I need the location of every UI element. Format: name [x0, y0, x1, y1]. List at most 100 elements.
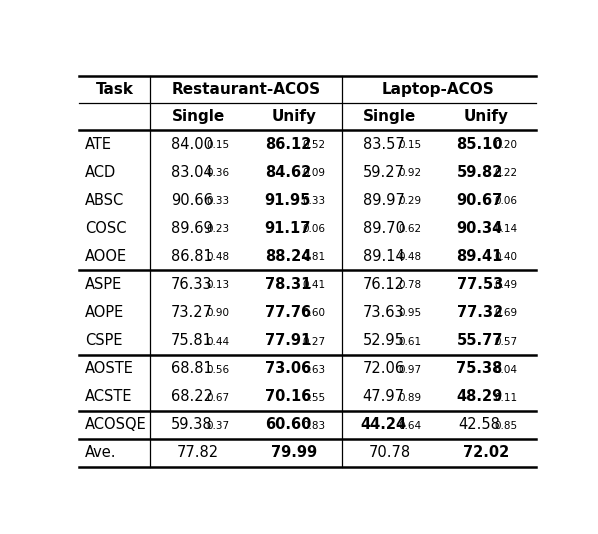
Text: 86.81: 86.81 [171, 249, 213, 264]
Text: 0.83: 0.83 [303, 421, 325, 431]
Text: 0.61: 0.61 [398, 336, 422, 347]
Text: 0.97: 0.97 [398, 365, 422, 374]
Text: Unify: Unify [463, 109, 508, 124]
Text: 89.97: 89.97 [363, 193, 405, 208]
Text: 47.97: 47.97 [363, 389, 405, 404]
Text: 59.38: 59.38 [171, 418, 213, 433]
Text: 90.34: 90.34 [456, 221, 503, 236]
Text: 76.12: 76.12 [363, 277, 405, 292]
Text: 70.16: 70.16 [265, 389, 311, 404]
Text: 0.85: 0.85 [494, 421, 517, 431]
Text: 0.15: 0.15 [398, 140, 422, 150]
Text: ACSTE: ACSTE [85, 389, 132, 404]
Text: 91.17: 91.17 [265, 221, 311, 236]
Text: 0.27: 0.27 [303, 336, 325, 347]
Text: 0.06: 0.06 [303, 224, 325, 234]
Text: 84.00: 84.00 [171, 137, 213, 152]
Text: 77.76: 77.76 [265, 305, 311, 320]
Text: 75.81: 75.81 [171, 333, 213, 348]
Text: 0.64: 0.64 [398, 421, 422, 431]
Text: 59.27: 59.27 [363, 164, 405, 180]
Text: 72.06: 72.06 [363, 362, 405, 376]
Text: 76.33: 76.33 [171, 277, 213, 292]
Text: 0.20: 0.20 [494, 140, 517, 150]
Text: 89.70: 89.70 [363, 221, 405, 236]
Text: Ave.: Ave. [85, 445, 117, 460]
Text: 89.14: 89.14 [363, 249, 405, 264]
Text: 0.57: 0.57 [494, 336, 517, 347]
Text: 68.22: 68.22 [171, 389, 213, 404]
Text: 72.02: 72.02 [462, 445, 509, 460]
Text: 0.52: 0.52 [303, 140, 325, 150]
Text: 48.29: 48.29 [456, 389, 503, 404]
Text: 0.40: 0.40 [494, 252, 517, 262]
Text: 0.92: 0.92 [398, 168, 422, 178]
Text: 70.78: 70.78 [369, 445, 411, 460]
Text: 0.14: 0.14 [494, 224, 517, 234]
Text: AOOE: AOOE [85, 249, 127, 264]
Text: Single: Single [363, 109, 416, 124]
Text: 0.78: 0.78 [398, 280, 422, 290]
Text: 77.32: 77.32 [457, 305, 503, 320]
Text: 91.95: 91.95 [265, 193, 311, 208]
Text: 85.10: 85.10 [456, 137, 503, 152]
Text: ABSC: ABSC [85, 193, 124, 208]
Text: 0.69: 0.69 [494, 309, 517, 318]
Text: ATE: ATE [85, 137, 112, 152]
Text: 77.91: 77.91 [265, 333, 311, 348]
Text: 0.56: 0.56 [206, 365, 230, 374]
Text: 79.99: 79.99 [271, 445, 317, 460]
Text: 0.37: 0.37 [206, 421, 230, 431]
Text: 89.69: 89.69 [171, 221, 213, 236]
Text: 68.81: 68.81 [171, 362, 213, 376]
Text: 60.60: 60.60 [265, 418, 311, 433]
Text: 0.41: 0.41 [303, 280, 325, 290]
Text: AOPE: AOPE [85, 305, 124, 320]
Text: 52.95: 52.95 [363, 333, 405, 348]
Text: Laptop-ACOS: Laptop-ACOS [382, 82, 494, 97]
Text: 84.62: 84.62 [265, 164, 311, 180]
Text: 0.62: 0.62 [398, 224, 422, 234]
Text: 0.33: 0.33 [303, 196, 325, 206]
Text: 55.77: 55.77 [456, 333, 503, 348]
Text: ACOSQE: ACOSQE [85, 418, 147, 433]
Text: COSC: COSC [85, 221, 126, 236]
Text: 0.23: 0.23 [206, 224, 230, 234]
Text: 0.04: 0.04 [494, 365, 517, 374]
Text: 0.44: 0.44 [206, 336, 230, 347]
Text: 0.89: 0.89 [398, 392, 422, 403]
Text: 83.04: 83.04 [171, 164, 213, 180]
Text: Single: Single [172, 109, 225, 124]
Text: 0.67: 0.67 [206, 392, 230, 403]
Text: CSPE: CSPE [85, 333, 123, 348]
Text: 75.38: 75.38 [456, 362, 503, 376]
Text: 73.63: 73.63 [363, 305, 405, 320]
Text: 0.06: 0.06 [494, 196, 517, 206]
Text: ASPE: ASPE [85, 277, 122, 292]
Text: 44.24: 44.24 [361, 418, 407, 433]
Text: Unify: Unify [271, 109, 316, 124]
Text: 0.11: 0.11 [494, 392, 517, 403]
Text: 77.53: 77.53 [456, 277, 503, 292]
Text: 77.82: 77.82 [177, 445, 219, 460]
Text: 0.33: 0.33 [206, 196, 230, 206]
Text: 59.82: 59.82 [456, 164, 503, 180]
Text: 0.95: 0.95 [398, 309, 422, 318]
Text: 0.60: 0.60 [303, 309, 325, 318]
Text: 0.48: 0.48 [206, 252, 230, 262]
Text: 89.41: 89.41 [456, 249, 503, 264]
Text: 0.49: 0.49 [494, 280, 517, 290]
Text: 0.13: 0.13 [206, 280, 230, 290]
Text: Restaurant-ACOS: Restaurant-ACOS [172, 82, 321, 97]
Text: AOSTE: AOSTE [85, 362, 134, 376]
Text: 0.48: 0.48 [398, 252, 422, 262]
Text: 0.09: 0.09 [303, 168, 325, 178]
Text: 86.12: 86.12 [265, 137, 311, 152]
Text: 90.66: 90.66 [171, 193, 213, 208]
Text: 0.55: 0.55 [303, 392, 325, 403]
Text: 78.31: 78.31 [265, 277, 311, 292]
Text: 0.81: 0.81 [303, 252, 325, 262]
Text: 90.67: 90.67 [456, 193, 503, 208]
Text: 83.57: 83.57 [363, 137, 405, 152]
Text: 73.27: 73.27 [171, 305, 213, 320]
